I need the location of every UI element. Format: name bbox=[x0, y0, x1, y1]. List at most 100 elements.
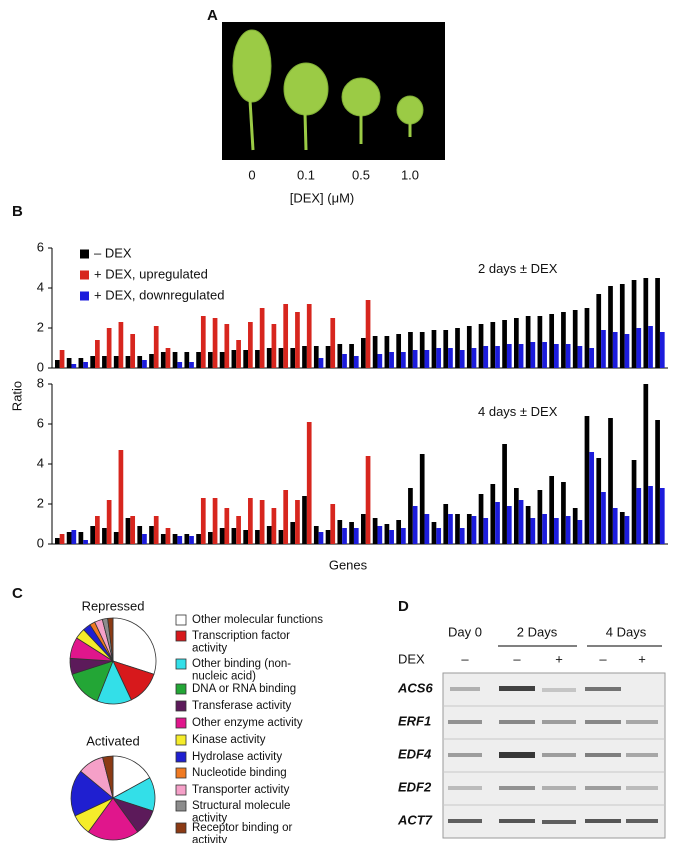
bar bbox=[266, 348, 272, 368]
bar bbox=[160, 352, 166, 368]
bar bbox=[231, 528, 237, 544]
bar bbox=[342, 354, 347, 368]
bar bbox=[584, 416, 590, 544]
legend-swatch bbox=[175, 822, 187, 834]
legend-swatch bbox=[80, 270, 89, 280]
bar bbox=[306, 304, 312, 368]
bar bbox=[612, 508, 618, 544]
bar bbox=[243, 350, 249, 368]
bar bbox=[172, 352, 178, 368]
bar bbox=[384, 524, 390, 544]
bar bbox=[90, 356, 96, 368]
bar bbox=[401, 352, 406, 368]
bar bbox=[102, 356, 107, 368]
bar bbox=[318, 358, 324, 368]
bar bbox=[55, 360, 60, 368]
bar bbox=[459, 350, 465, 368]
legend-swatch bbox=[80, 249, 89, 259]
pie-slice bbox=[102, 755, 114, 799]
bar bbox=[589, 348, 595, 368]
bar bbox=[66, 532, 72, 544]
bar bbox=[243, 530, 249, 544]
legend-label: Transcription factor bbox=[192, 630, 290, 642]
bar bbox=[384, 336, 390, 368]
bar bbox=[596, 458, 602, 544]
legend-label: activity bbox=[192, 813, 227, 825]
bar bbox=[389, 530, 394, 544]
bar bbox=[59, 350, 65, 368]
bar bbox=[196, 352, 201, 368]
legend-swatch bbox=[175, 751, 187, 763]
day-label: 4 Days bbox=[606, 624, 647, 639]
bar bbox=[149, 354, 154, 368]
bar bbox=[313, 526, 319, 544]
panel-label: A bbox=[207, 7, 218, 24]
panel-label: D bbox=[398, 598, 409, 615]
legend-label: activity bbox=[192, 643, 227, 655]
bar bbox=[471, 516, 477, 544]
bar bbox=[196, 534, 201, 544]
bar bbox=[549, 476, 555, 544]
gel bbox=[442, 672, 666, 839]
legend-label: Transferase activity bbox=[192, 700, 292, 712]
annotation: 2 days ± DEX bbox=[478, 261, 558, 276]
bar bbox=[561, 482, 566, 544]
gene-label: EDF2 bbox=[398, 779, 432, 794]
dex-sign: – bbox=[599, 651, 607, 666]
bar bbox=[271, 324, 277, 368]
bar bbox=[419, 332, 425, 368]
bar bbox=[266, 526, 272, 544]
bar bbox=[212, 318, 218, 368]
legend-swatch bbox=[175, 614, 187, 626]
legend-swatch bbox=[175, 767, 187, 779]
bar bbox=[466, 514, 472, 544]
bar bbox=[424, 350, 430, 368]
bar bbox=[137, 526, 143, 544]
bar bbox=[113, 532, 119, 544]
bar bbox=[78, 358, 84, 368]
bar bbox=[165, 348, 171, 368]
legend-label: Receptor binding or bbox=[192, 822, 293, 834]
bar bbox=[648, 486, 653, 544]
bar bbox=[177, 362, 183, 368]
bar bbox=[518, 344, 524, 368]
bar bbox=[295, 312, 300, 368]
bar bbox=[448, 514, 453, 544]
bar bbox=[608, 286, 613, 368]
bar bbox=[290, 348, 296, 368]
bar bbox=[412, 350, 418, 368]
bar bbox=[153, 326, 159, 368]
bar bbox=[408, 332, 413, 368]
bar bbox=[90, 526, 96, 544]
bar bbox=[189, 362, 194, 368]
bar bbox=[655, 420, 660, 544]
bar bbox=[283, 490, 289, 544]
dex-label: DEX bbox=[398, 651, 425, 666]
bar bbox=[572, 310, 578, 368]
bar bbox=[554, 518, 559, 544]
legend-label: Other binding (non- bbox=[192, 658, 291, 670]
bar bbox=[643, 278, 649, 368]
bar bbox=[212, 498, 218, 544]
bar bbox=[177, 536, 183, 544]
bar bbox=[149, 526, 154, 544]
y-tick-label: 4 bbox=[37, 279, 44, 294]
bar bbox=[349, 344, 354, 368]
y-tick-label: 8 bbox=[37, 375, 44, 390]
legend-label: Nucleotide binding bbox=[192, 767, 287, 779]
bar bbox=[208, 352, 213, 368]
legend-swatch bbox=[175, 784, 187, 796]
y-axis-label: Ratio bbox=[9, 381, 24, 411]
bar bbox=[631, 280, 637, 368]
bar bbox=[624, 334, 630, 368]
bar bbox=[102, 528, 107, 544]
legend-label: – DEX bbox=[94, 245, 132, 260]
bar bbox=[349, 522, 354, 544]
bar bbox=[259, 500, 265, 544]
bar bbox=[160, 534, 166, 544]
bar bbox=[113, 356, 119, 368]
bar bbox=[118, 322, 124, 368]
bar bbox=[419, 454, 425, 544]
bar bbox=[337, 344, 343, 368]
bar bbox=[459, 528, 465, 544]
